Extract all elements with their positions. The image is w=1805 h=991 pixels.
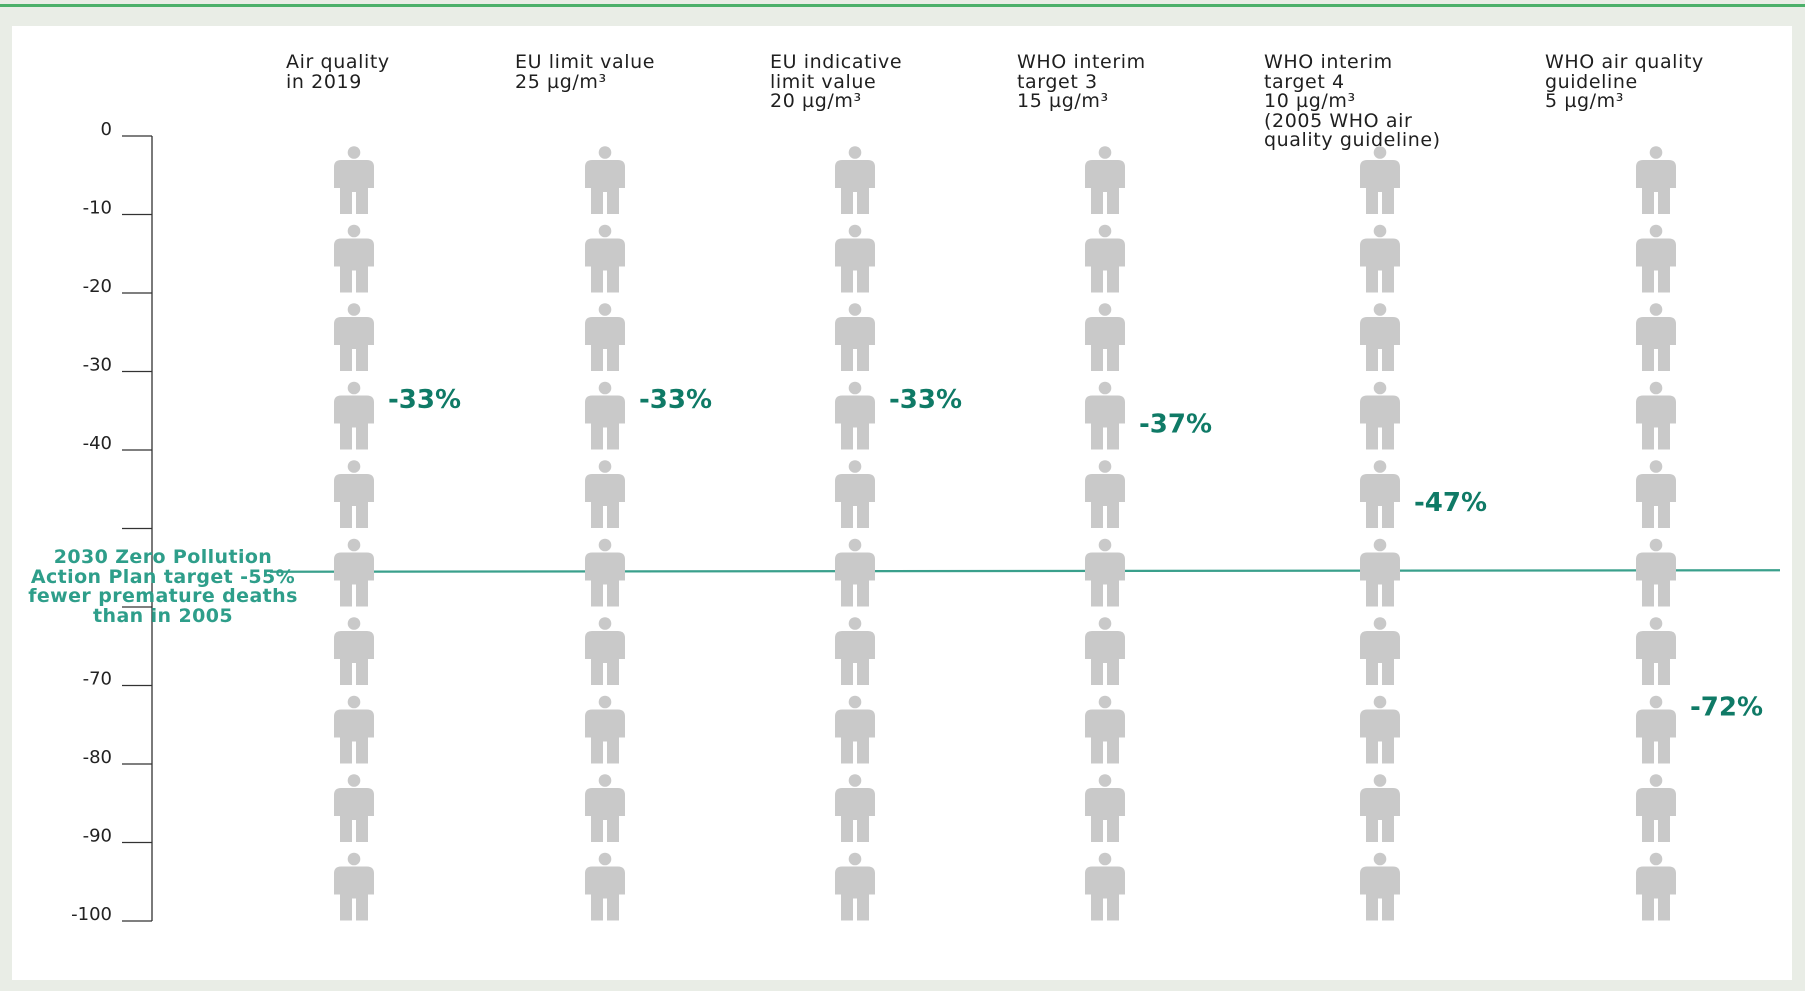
value-label: -33%: [639, 385, 712, 415]
person-icon: [334, 852, 374, 921]
y-tick-label: -10: [83, 198, 112, 219]
person-icon: [585, 381, 625, 450]
column-3: -33%: [835, 146, 962, 921]
person-icon: [1360, 852, 1400, 921]
person-icon: [835, 303, 875, 371]
person-icon: [334, 381, 374, 450]
person-icon: [585, 146, 625, 214]
person-icon: [1085, 146, 1125, 214]
person-icon: [1360, 695, 1400, 764]
person-icon: [1085, 695, 1125, 764]
person-icon: [1085, 617, 1125, 685]
column-header: EU indicative limit value 20 µg/m³: [770, 51, 903, 112]
person-icon: [585, 460, 625, 528]
person-icon: [585, 303, 625, 371]
person-icon: [1636, 224, 1676, 293]
column-header: WHO interim target 3 15 µg/m³: [1017, 51, 1146, 112]
column-1: -33%: [334, 146, 461, 921]
value-label: -72%: [1690, 693, 1763, 723]
person-icon: [1636, 460, 1676, 528]
person-icon: [835, 617, 875, 685]
column-2: -33%: [585, 146, 712, 921]
person-icon: [835, 460, 875, 528]
y-tick-label: -80: [83, 747, 112, 768]
person-icon: [1636, 303, 1676, 371]
value-label: -33%: [388, 385, 461, 415]
pictogram-chart: 0 -10 -20 -30 -40 -70 -80 -90 -100 -33% -33% -33% -3…: [71, 119, 1781, 925]
target-note: 2030 Zero Pollution Action Plan target -…: [28, 546, 298, 627]
person-icon: [1636, 617, 1676, 685]
value-label: -37%: [1139, 409, 1212, 439]
person-icon: [835, 538, 875, 607]
person-icon: [1085, 460, 1125, 528]
target-line: [269, 569, 1781, 573]
person-icon: [1085, 381, 1125, 450]
person-icon: [334, 224, 374, 293]
column-header: EU limit value 25 µg/m³: [515, 51, 656, 93]
person-icon: [835, 695, 875, 764]
person-icon: [1636, 852, 1676, 921]
y-tick-label: 0: [101, 119, 112, 140]
person-icon: [334, 460, 374, 528]
y-tick-label: -20: [83, 276, 112, 297]
column-header: WHO interim target 4 10 µg/m³ (2005 WHO …: [1264, 51, 1441, 151]
chart-panel: Air quality in 2019 EU limit value 25 µg/…: [12, 26, 1792, 980]
person-icon: [334, 146, 374, 214]
person-icon: [334, 774, 374, 842]
person-icon: [1085, 303, 1125, 371]
person-icon: [1360, 381, 1400, 450]
person-icon: [1360, 460, 1400, 528]
person-icon: [1360, 146, 1400, 214]
person-icon: [585, 224, 625, 293]
top-rule: [0, 4, 1805, 7]
person-icon: [585, 774, 625, 842]
person-icon: [585, 852, 625, 921]
person-icon: [585, 538, 625, 607]
column-6: -72%: [1636, 146, 1763, 921]
person-icon: [1636, 538, 1676, 607]
column-4: -37%: [1085, 146, 1212, 921]
person-icon: [334, 617, 374, 685]
y-tick-label: -90: [83, 826, 112, 847]
column-header: Air quality in 2019: [286, 51, 390, 93]
person-icon: [1085, 774, 1125, 842]
person-icon: [585, 617, 625, 685]
person-icon: [835, 381, 875, 450]
value-label: -47%: [1414, 488, 1487, 518]
column-5: -47%: [1360, 146, 1487, 921]
y-tick-label: -70: [83, 669, 112, 690]
person-icon: [1360, 617, 1400, 685]
y-tick-label: -40: [83, 433, 112, 454]
person-icon: [835, 146, 875, 214]
person-icon: [835, 852, 875, 921]
y-tick-label: -30: [83, 355, 112, 376]
person-icon: [1085, 538, 1125, 607]
person-icon: [1360, 224, 1400, 293]
person-icon: [835, 224, 875, 293]
person-icon: [835, 774, 875, 842]
person-icon: [585, 695, 625, 764]
person-icon: [1636, 695, 1676, 764]
person-icon: [334, 303, 374, 371]
column-header: WHO air quality guideline 5 µg/m³: [1545, 51, 1704, 112]
person-icon: [1085, 852, 1125, 921]
person-icon: [334, 538, 374, 607]
person-icon: [1360, 303, 1400, 371]
person-icon: [1636, 774, 1676, 842]
person-icon: [1085, 224, 1125, 293]
value-label: -33%: [889, 385, 962, 415]
person-icon: [1360, 538, 1400, 607]
person-icon: [334, 695, 374, 764]
person-icon: [1360, 774, 1400, 842]
person-icon: [1636, 381, 1676, 450]
y-tick-label: -100: [71, 904, 112, 925]
person-icon: [1636, 146, 1676, 214]
